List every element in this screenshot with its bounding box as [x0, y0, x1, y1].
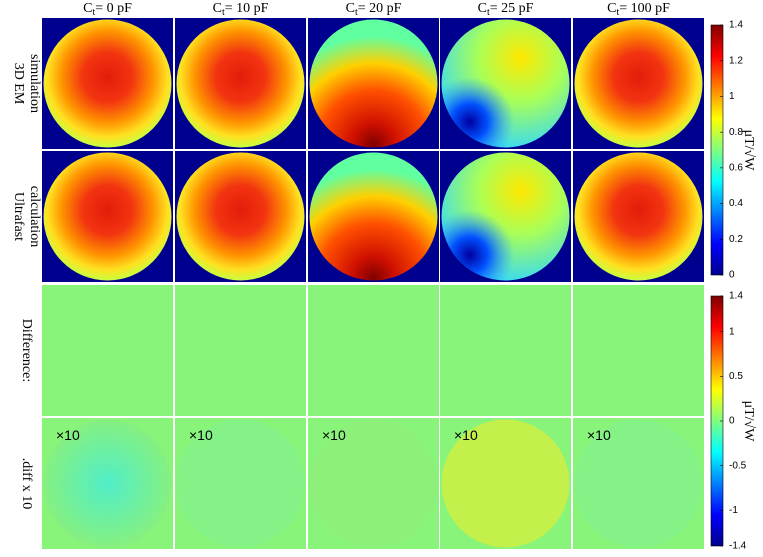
field-map: [43, 19, 172, 148]
title-part: t: [92, 7, 95, 18]
row-label: Ultrafast: [11, 192, 26, 241]
field-map: [574, 19, 703, 148]
colorbar-tick-label: 0.4: [729, 198, 743, 209]
colorbar-tick-label: -0.5: [729, 460, 747, 471]
column-title: Ct= 0 pF: [83, 1, 132, 18]
field-map-overlay: [441, 152, 570, 281]
difference-map: [176, 419, 305, 548]
colorbar-tick-label: 1: [729, 91, 735, 102]
title-part: t: [222, 7, 225, 18]
column-title: Ct= 20 pF: [346, 1, 402, 18]
column-title: Ct= 100 pF: [607, 1, 670, 18]
field-map: [309, 19, 438, 148]
colorbar-tick-label: 0.8: [729, 127, 743, 138]
title-part: = 20 pF: [358, 1, 402, 16]
row-label: .diff x 10: [19, 458, 34, 509]
colorbar-tick-label: 0.2: [729, 234, 743, 245]
row-label: Difference:: [19, 319, 34, 382]
panel-bg: [308, 285, 439, 416]
colorbar-label: μT/√W: [741, 130, 756, 172]
colorbar-tick-label: 0.5: [729, 371, 743, 382]
colorbar-tick-label: 0: [729, 270, 735, 281]
colorbar: [710, 24, 724, 276]
title-part: t: [487, 7, 490, 18]
title-part: C: [83, 1, 92, 16]
column-title: Ct= 10 pF: [213, 1, 269, 18]
colorbar-tick-label: 1: [729, 326, 735, 337]
column-title: Ct= 25 pF: [478, 1, 534, 18]
row-label: 3D EM: [11, 63, 26, 105]
title-part: C: [346, 1, 355, 16]
title-part: t: [355, 7, 358, 18]
difference-map: [574, 419, 703, 548]
colorbar-label: μT/√W: [741, 401, 756, 443]
colorbar-tick-label: 1.4: [729, 20, 743, 31]
panel-bg: [42, 285, 173, 416]
row-label: simulation: [27, 54, 42, 113]
field-map: [309, 152, 438, 281]
field-map: [176, 19, 305, 148]
title-part: t: [616, 7, 619, 18]
annotation: ×10: [587, 427, 611, 443]
difference-map: [309, 419, 438, 548]
title-part: = 10 pF: [225, 1, 269, 16]
title-part: = 0 pF: [95, 1, 132, 16]
colorbar-tick-label: 1.2: [729, 55, 743, 66]
annotation: ×10: [322, 427, 346, 443]
colorbar-tick-label: 0: [729, 416, 735, 427]
colorbar-tick-label: 1.4: [729, 291, 743, 302]
title-part: C: [478, 1, 487, 16]
annotation: ×10: [189, 427, 213, 443]
title-part: = 100 pF: [619, 1, 670, 16]
annotation: ×10: [56, 427, 80, 443]
field-map: [574, 152, 703, 281]
panel-bg: [573, 285, 704, 416]
panel-bg: [440, 285, 571, 416]
field-map-overlay: [441, 19, 570, 148]
field-map: [43, 152, 172, 281]
panel-bg: [175, 285, 306, 416]
title-part: = 25 pF: [490, 1, 534, 16]
row-label: calculation: [27, 186, 42, 247]
title-part: C: [213, 1, 222, 16]
annotation: ×10: [454, 427, 478, 443]
colorbar-tick-label: -1: [729, 505, 738, 516]
title-part: C: [607, 1, 616, 16]
difference-map: [43, 419, 172, 548]
field-map: [176, 152, 305, 281]
colorbar-tick-label: -1.4: [729, 541, 747, 552]
colorbar-tick-label: 0.6: [729, 162, 743, 173]
difference-map: [441, 419, 570, 548]
